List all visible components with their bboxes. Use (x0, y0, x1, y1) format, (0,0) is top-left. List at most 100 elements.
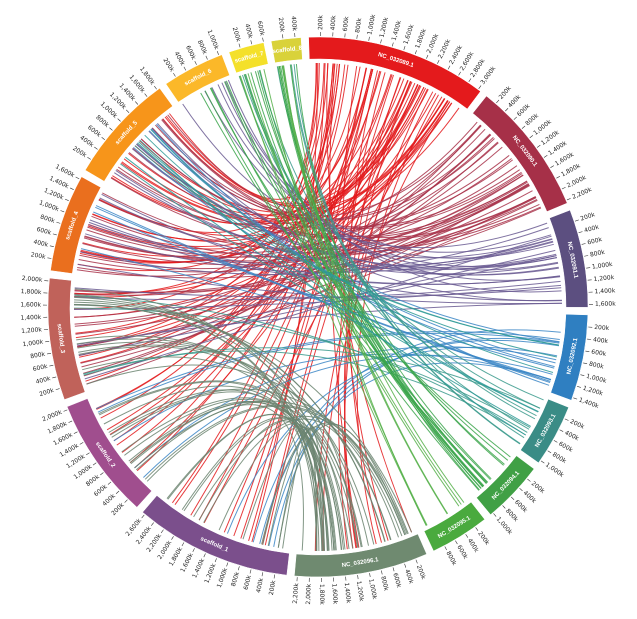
tick-mark (101, 136, 105, 140)
tick-mark (273, 574, 276, 579)
tick-label: 200k (268, 579, 277, 595)
tick-label: 400k (255, 577, 265, 594)
tick-mark (502, 505, 506, 509)
link-nc-032090-1-to-scaffold-5 (162, 118, 522, 230)
tick-label: 1,400k (48, 175, 70, 190)
tick-mark (238, 43, 241, 48)
link-nc-032091-1-to-scaffold-4 (77, 263, 563, 305)
link-nc-032090-1-to-scaffold-3 (74, 146, 503, 325)
link-nc-032096-1-to-scaffold-2 (110, 388, 403, 537)
link-nc-032090-1-to-scaffold-4 (84, 174, 524, 262)
link-nc-032089-1-to-scaffold-2 (106, 74, 393, 431)
tick-mark (392, 567, 395, 572)
tick-label: 200k (594, 324, 610, 332)
link-nc-032092-1-to-scaffold-4 (93, 211, 555, 369)
link-nc-032091-1-to-scaffold-6 (221, 82, 558, 267)
tick-mark (556, 176, 561, 179)
tick-label: 400k (243, 23, 254, 40)
link-nc-032090-1-to-scaffold-3 (74, 190, 533, 296)
segment-nc-032090-1 (472, 95, 568, 212)
tick-label: 600k (591, 349, 607, 358)
link-nc-032092-1-to-scaffold-4 (95, 206, 551, 383)
link-nc-032089-1-to-scaffold-3 (77, 102, 453, 348)
tick-label: 2,000k (305, 583, 313, 604)
segment-nc-032091-1 (549, 209, 589, 308)
tick-mark (56, 221, 61, 224)
tick-mark (404, 563, 407, 568)
tick-label: 1,600k (20, 301, 41, 308)
tick-mark (151, 522, 154, 526)
tick-label: 200k (569, 418, 586, 431)
tick-label: 400k (35, 375, 52, 386)
segment-scaffold-7 (228, 42, 269, 74)
tick-mark (553, 440, 558, 443)
link-nc-032092-1-to-scaffold-1 (226, 346, 558, 534)
tick-label: 1,200k (378, 16, 390, 38)
link-nc-032090-1-to-scaffold-3 (74, 184, 530, 327)
link-nc-032096-1-to-scaffold-1 (181, 417, 325, 551)
tick-mark (46, 352, 52, 355)
link-nc-032096-1-to-scaffold-3 (74, 288, 346, 550)
tick-mark (173, 72, 176, 77)
tick-label: 400k (563, 429, 580, 442)
link-nc-032092-1-to-scaffold-4 (80, 248, 552, 381)
link-nc-032096-1-to-scaffold-3 (78, 344, 375, 545)
tick-label: 1,000k (367, 578, 378, 600)
tick-mark (468, 78, 472, 82)
tick-label: 400k (522, 490, 538, 506)
link-nc-032092-1-to-scaffold-2 (113, 353, 552, 442)
tick-mark (519, 487, 523, 492)
link-nc-032089-1-to-scaffold-1 (248, 63, 326, 542)
tick-mark (475, 527, 479, 531)
tick-label: 400k (583, 224, 600, 235)
tick-mark (49, 364, 54, 367)
tick-mark (573, 397, 578, 400)
tick-mark (124, 499, 128, 503)
tick-mark (574, 219, 579, 222)
tick-mark (585, 350, 590, 352)
tick-mark (141, 514, 145, 519)
tick-label: 1,800k (318, 584, 325, 605)
tick-label: 200k (415, 564, 427, 581)
link-nc-032090-1-to-scaffold-3 (83, 124, 482, 377)
tick-mark (444, 546, 447, 551)
link-nc-032089-1-to-scaffold-1 (262, 74, 394, 545)
link-scaffold-5-to-nc-032092-1 (150, 129, 554, 373)
link-nc-032096-1-to-scaffold-3 (73, 303, 318, 552)
link-nc-032089-1-to-nc-032096-1 (329, 63, 360, 548)
link-nc-032096-1-to-scaffold-3 (86, 364, 392, 540)
tick-mark (577, 386, 582, 388)
tick-mark (529, 135, 534, 139)
tick-label: 400k (330, 15, 338, 31)
tick-label: 1,600k (179, 552, 195, 574)
tick-label: 2,200k (571, 186, 593, 201)
tick-mark (100, 472, 104, 476)
segment-nc-032094-1 (476, 455, 535, 516)
tick-label: 400k (466, 537, 480, 554)
tick-label: 200k (71, 145, 88, 159)
tick-mark (381, 570, 383, 575)
tick-label: 1,200k (582, 385, 604, 398)
tick-mark (94, 146, 98, 150)
tick-label: 600k (557, 440, 574, 454)
tick-label: 1,000k (216, 567, 230, 589)
tick-label: 800k (85, 473, 102, 488)
tick-mark (580, 374, 585, 376)
link-nc-032091-1-to-scaffold-5 (157, 122, 562, 302)
tick-mark (250, 40, 253, 45)
tick-label: 400k (33, 239, 50, 249)
tick-mark (547, 450, 552, 454)
tick-label: 200k (110, 501, 126, 517)
tick-label: 1,000k (38, 199, 60, 213)
link-nc-032089-1-to-nc-032096-1 (342, 66, 389, 541)
tick-label: 400k (403, 568, 415, 585)
link-nc-032096-1-to-scaffold-1 (282, 428, 325, 551)
tick-label: 800k (30, 351, 46, 361)
tick-label: 600k (256, 20, 266, 37)
link-scaffold-5-to-nc-032092-1 (138, 141, 560, 346)
link-nc-032096-1-to-scaffold-1 (198, 420, 317, 552)
segment-nc-032096-1 (294, 533, 428, 578)
tick-mark (458, 71, 461, 76)
link-nc-032096-1-to-scaffold-1 (267, 426, 359, 548)
